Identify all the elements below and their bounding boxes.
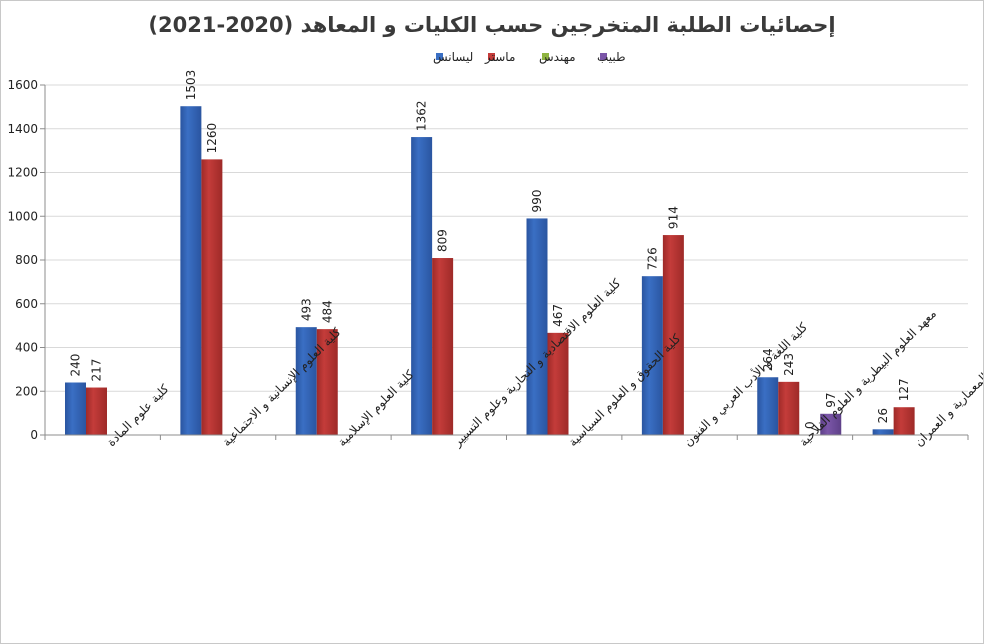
bars xyxy=(65,106,915,435)
bar xyxy=(820,413,842,435)
data-label: 127 xyxy=(897,378,911,401)
data-label: 264 xyxy=(761,348,775,371)
data-label: 493 xyxy=(299,298,313,321)
data-label: 484 xyxy=(320,300,334,323)
data-label: 217 xyxy=(90,359,104,382)
bar xyxy=(547,332,569,435)
bar xyxy=(641,276,663,435)
x-tick-label: كلية العلوم الإسلامية xyxy=(335,367,418,450)
y-tick-label: 1400 xyxy=(7,122,38,136)
bar xyxy=(662,235,684,435)
bar xyxy=(295,327,317,435)
data-label: 1362 xyxy=(415,101,429,132)
data-labels: 240 217 1503 1260 493 484 1362 809 990 467 726 914 2… xyxy=(69,70,912,429)
y-tick-label: 0 xyxy=(30,428,38,442)
chart-title: إحصائيات الطلبة المتخرجين حسب الكليات و … xyxy=(148,13,835,37)
legend-swatch xyxy=(436,53,443,60)
data-label: 726 xyxy=(645,247,659,270)
legend: ليسانس ماستر مهندس طبيب xyxy=(433,50,626,65)
data-label: 97 xyxy=(824,393,838,408)
bar xyxy=(86,387,107,435)
bar xyxy=(893,407,915,435)
bar xyxy=(778,381,800,435)
data-label: 467 xyxy=(551,304,565,327)
legend-label: ليسانس xyxy=(433,50,473,65)
y-tick-label: 800 xyxy=(15,253,38,267)
data-label: 0 xyxy=(803,421,817,429)
y-tick-label: 1600 xyxy=(7,78,38,92)
data-label: 26 xyxy=(876,408,890,423)
data-label: 240 xyxy=(69,354,83,377)
legend-swatch xyxy=(488,53,495,60)
bar xyxy=(872,429,894,435)
data-label: 243 xyxy=(782,353,796,376)
y-axis: 0 200 400 600 800 1000 1200 1400 1600 xyxy=(7,78,46,442)
data-label: 809 xyxy=(436,229,450,252)
bar xyxy=(180,106,202,435)
bar xyxy=(65,382,86,435)
y-tick-label: 200 xyxy=(15,384,38,398)
bar xyxy=(432,258,454,435)
y-tick-label: 600 xyxy=(15,297,38,311)
data-label: 1503 xyxy=(184,70,198,101)
legend-label: طبيب xyxy=(597,50,626,64)
y-tick-label: 1000 xyxy=(7,209,38,223)
legend-label: مهندس xyxy=(539,50,576,65)
data-label: 1260 xyxy=(205,123,219,154)
bar xyxy=(526,218,548,435)
data-label: 914 xyxy=(666,206,680,229)
bar xyxy=(757,377,779,435)
bar xyxy=(201,159,223,435)
x-tick-label: معهد العلوم البيطرية و العلوم الفلاحية xyxy=(796,306,939,449)
y-tick-label: 1200 xyxy=(7,166,38,180)
bar xyxy=(316,329,338,435)
legend-swatch xyxy=(542,53,549,60)
y-tick-label: 400 xyxy=(15,341,38,355)
data-label: 990 xyxy=(530,190,544,213)
legend-swatch xyxy=(600,53,607,60)
x-tick-label: معهد الهندسة المعمارية و العمران xyxy=(912,320,984,450)
bar xyxy=(411,137,433,435)
legend-label: ماستر xyxy=(484,50,515,65)
